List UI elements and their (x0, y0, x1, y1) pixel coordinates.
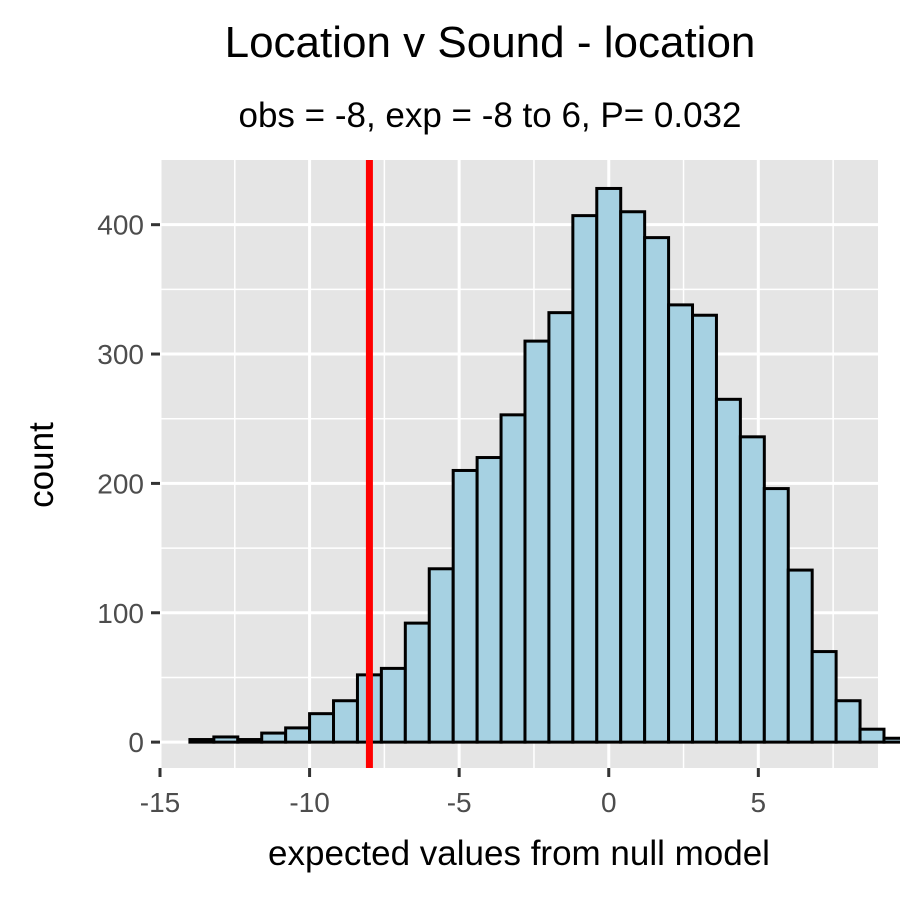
histogram-bar (786, 568, 814, 744)
x-tick-label: 5 (751, 787, 767, 818)
histogram-bar (332, 699, 359, 744)
y-tick-label: 300 (97, 339, 144, 370)
histogram-bar (379, 666, 407, 744)
x-tick-label: -10 (289, 787, 329, 818)
histogram-bar (499, 413, 527, 744)
histogram-bar (523, 339, 551, 744)
histogram-bar (882, 736, 900, 744)
histogram-bar (188, 738, 216, 744)
histogram-bar (762, 487, 790, 744)
y-tick-label: 200 (97, 468, 144, 499)
histogram-bar (451, 468, 479, 744)
histogram-bar (236, 738, 264, 744)
y-tick-label: 0 (128, 727, 144, 758)
histogram-bar (547, 311, 575, 744)
histogram-bar (260, 731, 288, 744)
x-tick-label: -5 (447, 787, 472, 818)
histogram-bar (643, 236, 671, 744)
histogram-bar (738, 435, 766, 744)
chart-title: Location v Sound - location (224, 18, 756, 67)
y-tick-label: 400 (97, 210, 144, 241)
histogram-bar (308, 712, 336, 744)
histogram-bar (475, 456, 503, 744)
y-tick-label: 100 (97, 598, 144, 629)
histogram-bar (834, 699, 862, 744)
histogram-bar (212, 735, 240, 744)
histogram-bar (403, 621, 431, 744)
histogram-bar (619, 210, 647, 744)
histogram-bar (810, 650, 838, 744)
histogram-bar (714, 397, 742, 744)
histogram-bar (571, 214, 599, 744)
histogram-bar (667, 303, 695, 744)
histogram-bar (595, 186, 623, 744)
histogram-bar (284, 726, 312, 744)
x-axis-label: expected values from null model (268, 834, 770, 873)
histogram-bar (427, 567, 455, 744)
x-tick-label: -15 (140, 787, 180, 818)
histogram-bar (691, 313, 718, 744)
x-tick-label: 0 (601, 787, 617, 818)
chart-subtitle: obs = -8, exp = -8 to 6, P= 0.032 (238, 96, 742, 135)
histogram-bar (858, 727, 886, 744)
